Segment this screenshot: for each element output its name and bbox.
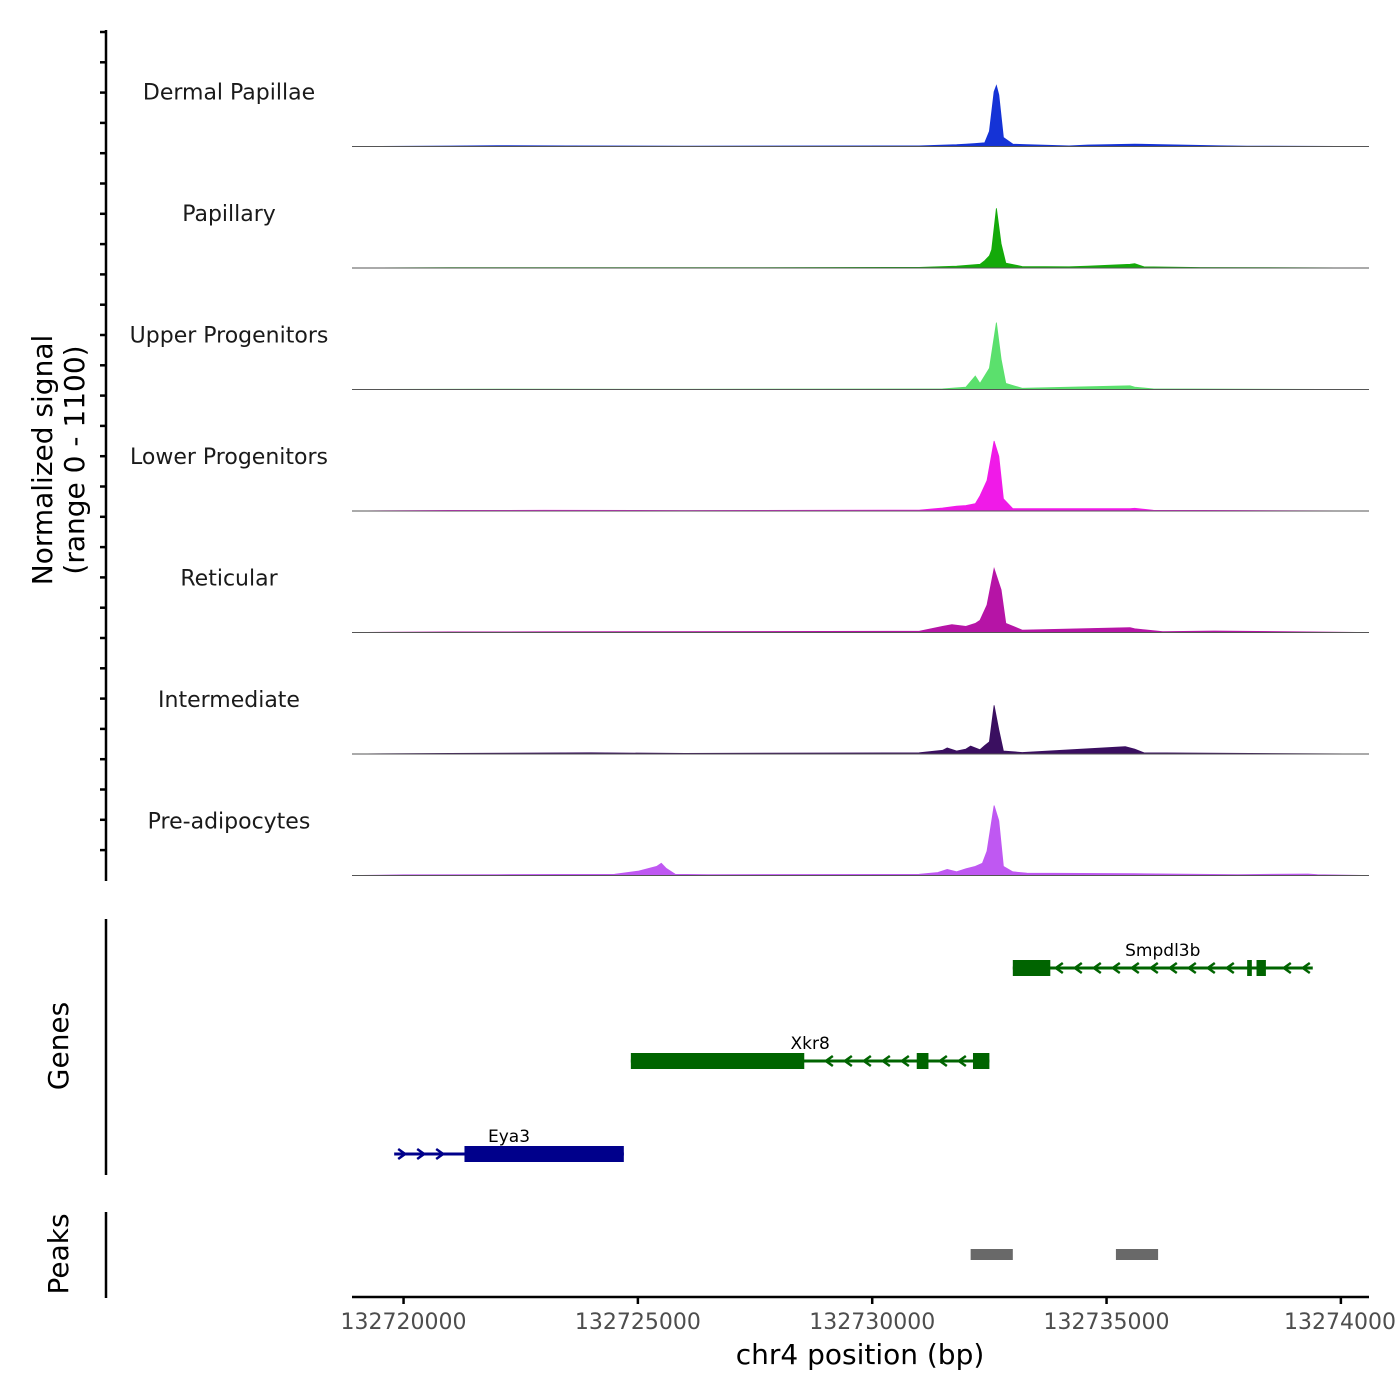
strand-arrow: [1205, 961, 1216, 975]
strand-arrow: [1072, 961, 1083, 975]
strand-arrow: [1053, 961, 1064, 975]
coverage-track: Reticular: [180, 567, 1370, 633]
strand-arrow: [956, 1054, 967, 1068]
coverage-area: [351, 440, 1370, 512]
x-axis-ticks: 132720000 132725000 132730000 132735000 1327…: [341, 1297, 1396, 1335]
peaks-panel-title: Peaks: [42, 1213, 75, 1294]
gene-exon: [464, 1146, 624, 1162]
coverage-tracks: Dermal Papillae Papillary Upper Progenitor…: [130, 81, 1370, 876]
gene-exon: [1256, 960, 1266, 976]
peak-regions: [970, 1249, 1159, 1260]
x-tick-label: 132720000: [341, 1310, 467, 1335]
coverage-area: [351, 705, 1370, 755]
gene-exon: [1012, 960, 1051, 976]
coverage-track: Upper Progenitors: [130, 322, 1370, 390]
gene-exon: [1247, 960, 1252, 976]
x-axis-title: chr4 position (bp): [736, 1338, 985, 1371]
track-label: Pre-adipocytes: [148, 810, 311, 835]
gene-label: Eya3: [488, 1127, 530, 1147]
strand-arrow: [435, 1147, 446, 1161]
strand-arrow: [1129, 961, 1140, 975]
coverage-y-ticks: [100, 30, 106, 852]
gene-model: Eya3: [394, 1127, 624, 1162]
coverage-track: Dermal Papillae: [143, 81, 1370, 147]
track-label: Reticular: [180, 567, 278, 592]
strand-arrow: [861, 1054, 872, 1068]
gene-exon: [972, 1053, 990, 1069]
coverage-track: Papillary: [182, 202, 1370, 269]
strand-arrow: [899, 1054, 910, 1068]
strand-arrow: [1110, 961, 1121, 975]
strand-arrow: [416, 1147, 427, 1161]
gene-annotations: Smpdl3b Xkr8 Eya3: [394, 941, 1313, 1162]
strand-arrow: [1224, 961, 1235, 975]
strand-arrow: [842, 1054, 853, 1068]
strand-arrow: [397, 1147, 408, 1161]
strand-arrow: [1186, 961, 1197, 975]
coverage-area: [351, 84, 1370, 147]
coverage-track: Lower Progenitors: [130, 440, 1370, 512]
strand-arrow: [1167, 961, 1178, 975]
gene-label: Xkr8: [790, 1034, 829, 1054]
track-label: Papillary: [182, 202, 276, 227]
y-axis-title-line1: Normalized signal: [26, 335, 59, 586]
strand-arrow: [937, 1054, 948, 1068]
track-label: Upper Progenitors: [130, 324, 329, 349]
x-tick-label: 13274000: [1284, 1310, 1396, 1335]
coverage-track: Pre-adipocytes: [148, 805, 1370, 876]
gene-model: Smpdl3b: [1012, 941, 1313, 976]
gene-exon: [916, 1053, 929, 1069]
x-tick-label: 132725000: [575, 1310, 701, 1335]
y-axis-title-line2: (range 0 - 1100): [58, 345, 91, 574]
coverage-area: [351, 322, 1370, 390]
coverage-area: [351, 567, 1370, 633]
x-tick-label: 132735000: [1044, 1310, 1170, 1335]
peak-region: [1115, 1249, 1159, 1260]
coverage-area: [351, 805, 1370, 876]
strand-arrow: [1091, 961, 1102, 975]
gene-exon: [630, 1053, 805, 1069]
strand-arrow: [1300, 961, 1311, 975]
gene-label: Smpdl3b: [1125, 941, 1200, 961]
peak-region: [970, 1249, 1013, 1260]
track-label: Intermediate: [158, 688, 300, 713]
strand-arrow: [1148, 961, 1159, 975]
track-label: Dermal Papillae: [143, 81, 315, 106]
gene-model: Xkr8: [630, 1034, 990, 1069]
x-tick-label: 132730000: [809, 1310, 935, 1335]
strand-arrow: [1281, 961, 1292, 975]
strand-arrow: [823, 1054, 834, 1068]
coverage-area: [351, 208, 1370, 269]
track-label: Lower Progenitors: [130, 445, 328, 470]
genes-panel-title: Genes: [42, 1002, 75, 1090]
strand-arrow: [880, 1054, 891, 1068]
coverage-track: Intermediate: [158, 688, 1370, 755]
